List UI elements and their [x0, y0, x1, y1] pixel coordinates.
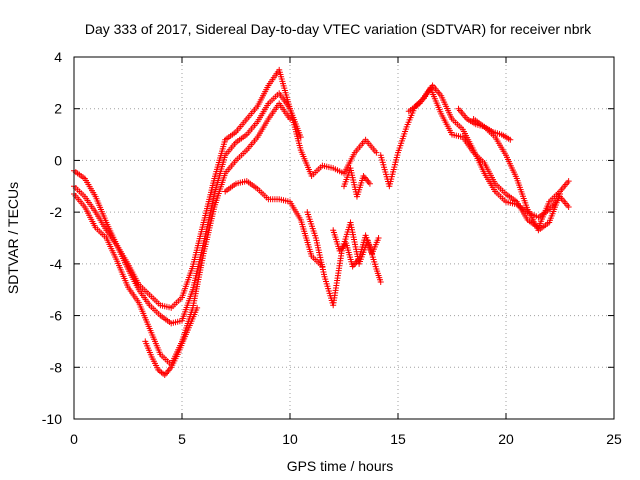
x-tick-label: 25: [606, 431, 622, 447]
data-point: [366, 180, 373, 187]
data-point: [565, 178, 572, 185]
y-tick-label: 4: [54, 49, 62, 65]
plot-frame: [73, 56, 615, 420]
axis-ticks: [73, 56, 615, 420]
y-tick-label: -6: [50, 308, 63, 324]
data-marks: [71, 66, 572, 379]
y-axis-title: SDTVAR / TECUs: [5, 182, 21, 294]
x-tick-label: 5: [178, 431, 186, 447]
x-tick-label: 0: [70, 431, 78, 447]
x-tick-label: 15: [390, 431, 406, 447]
y-tick-label: -2: [50, 204, 63, 220]
data-point: [373, 149, 380, 156]
axis-tick-labels: 0 5 10 15 20 25 -10 -8 -6 -4 -2 0 2 4: [42, 49, 622, 447]
x-tick-label: 20: [498, 431, 514, 447]
x-tick-label: 10: [282, 431, 298, 447]
x-axis-title: GPS time / hours: [287, 458, 394, 474]
y-tick-label: -8: [50, 359, 63, 375]
y-tick-label: 0: [54, 152, 62, 168]
data-point: [194, 304, 201, 311]
data-point: [377, 278, 384, 285]
y-tick-label: 2: [54, 101, 62, 117]
data-point: [287, 116, 293, 123]
y-tick-label: -4: [50, 256, 63, 272]
data-point: [565, 203, 572, 210]
data-point: [375, 235, 382, 241]
data-point: [507, 136, 514, 143]
data-point: [297, 134, 304, 141]
chart-title: Day 333 of 2017, Sidereal Day-to-day VTE…: [85, 21, 592, 37]
y-tick-label: -10: [42, 411, 62, 427]
data-point: [557, 191, 563, 198]
